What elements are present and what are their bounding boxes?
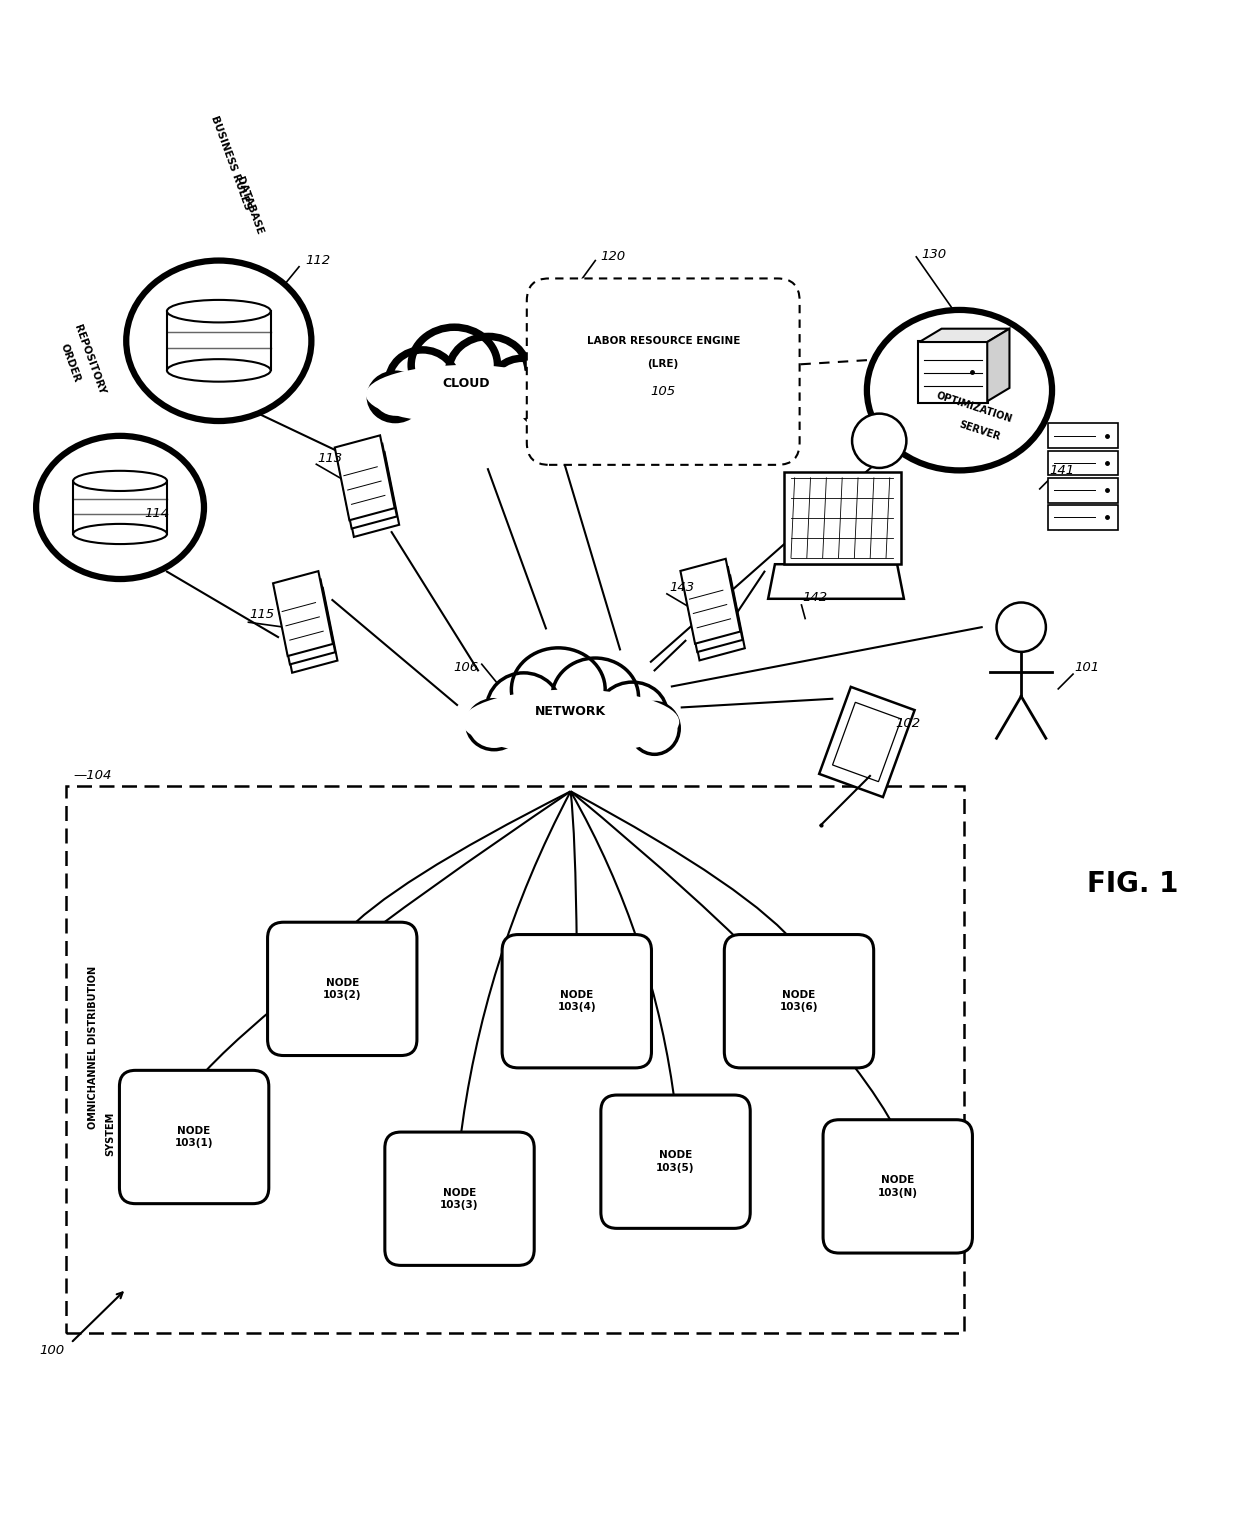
Text: FIG. 1: FIG. 1 [1086,870,1178,897]
Polygon shape [820,687,915,797]
Ellipse shape [467,700,521,750]
Ellipse shape [511,648,605,732]
Polygon shape [987,329,1009,402]
Text: NODE
103(6): NODE 103(6) [780,990,818,1013]
Text: NODE
103(1): NODE 103(1) [175,1126,213,1148]
FancyBboxPatch shape [601,1095,750,1229]
Text: 112: 112 [305,254,330,268]
Circle shape [997,602,1045,653]
Text: 113: 113 [317,452,342,464]
Text: 114: 114 [145,506,170,520]
Polygon shape [337,444,397,529]
Text: 130: 130 [921,248,946,262]
Text: OPTIMIZATION: OPTIMIZATION [935,391,1013,424]
Text: 105: 105 [651,385,676,399]
FancyBboxPatch shape [1048,423,1118,449]
Text: 100: 100 [40,1345,64,1357]
Text: 141: 141 [1049,464,1075,478]
FancyBboxPatch shape [724,934,874,1068]
Ellipse shape [630,703,680,754]
Text: NODE
103(3): NODE 103(3) [440,1188,479,1209]
Text: DATABASE: DATABASE [234,175,265,236]
Ellipse shape [361,364,570,426]
Polygon shape [683,567,743,653]
Polygon shape [681,558,740,643]
Text: (LRE): (LRE) [647,359,678,370]
Polygon shape [340,452,399,537]
Text: BUSINESS RULES: BUSINESS RULES [210,114,253,211]
Polygon shape [919,329,1009,342]
Ellipse shape [73,523,167,545]
Text: 143: 143 [670,581,694,595]
Text: 142: 142 [802,592,828,604]
FancyBboxPatch shape [119,1071,269,1203]
Ellipse shape [167,359,270,382]
FancyBboxPatch shape [66,786,965,1334]
Ellipse shape [412,327,497,403]
Text: NODE
103(N): NODE 103(N) [878,1176,918,1197]
Text: 120: 120 [600,251,625,263]
FancyBboxPatch shape [384,1132,534,1265]
Ellipse shape [36,437,205,580]
Text: 106: 106 [454,662,479,674]
Text: 102: 102 [895,716,920,730]
Ellipse shape [449,336,528,408]
Ellipse shape [491,359,554,414]
Ellipse shape [486,672,560,744]
Polygon shape [832,703,901,782]
Polygon shape [768,564,904,599]
Text: NODE
103(2): NODE 103(2) [322,978,362,1001]
Ellipse shape [521,377,565,424]
Ellipse shape [867,310,1052,470]
FancyBboxPatch shape [1048,505,1118,529]
FancyBboxPatch shape [918,341,988,403]
Ellipse shape [73,472,167,491]
Text: CLOUD: CLOUD [441,377,490,391]
Ellipse shape [388,350,456,414]
Text: NODE
103(4): NODE 103(4) [558,990,596,1013]
Text: ORDER: ORDER [60,342,82,383]
Text: REPOSITORY: REPOSITORY [72,324,107,397]
Text: SYSTEM: SYSTEM [105,1112,115,1156]
Text: LABOR RESOURCE ENGINE: LABOR RESOURCE ENGINE [587,336,740,345]
Polygon shape [684,575,745,660]
Ellipse shape [366,365,565,424]
Text: 101: 101 [1074,662,1100,674]
FancyBboxPatch shape [502,934,651,1068]
Circle shape [852,414,906,468]
FancyBboxPatch shape [527,278,800,465]
Ellipse shape [167,300,270,322]
Ellipse shape [458,687,684,756]
FancyBboxPatch shape [268,922,417,1056]
Polygon shape [278,587,337,672]
Text: —104: —104 [73,768,112,782]
Text: NODE
103(5): NODE 103(5) [656,1150,694,1173]
FancyBboxPatch shape [1048,450,1118,476]
Polygon shape [273,570,334,656]
Polygon shape [784,472,900,564]
FancyBboxPatch shape [167,312,270,371]
Text: 115: 115 [249,608,275,622]
Text: OMNICHANNEL DISTRIBUTION: OMNICHANNEL DISTRIBUTION [88,966,98,1129]
Polygon shape [275,580,335,665]
Text: SERVER: SERVER [957,420,1001,443]
FancyBboxPatch shape [73,481,167,534]
FancyBboxPatch shape [1048,478,1118,502]
Text: NETWORK: NETWORK [534,704,606,718]
Ellipse shape [371,374,420,420]
Ellipse shape [463,689,680,754]
Ellipse shape [552,659,639,736]
Polygon shape [335,435,394,520]
FancyBboxPatch shape [823,1119,972,1253]
Ellipse shape [126,260,311,421]
Ellipse shape [598,681,667,744]
